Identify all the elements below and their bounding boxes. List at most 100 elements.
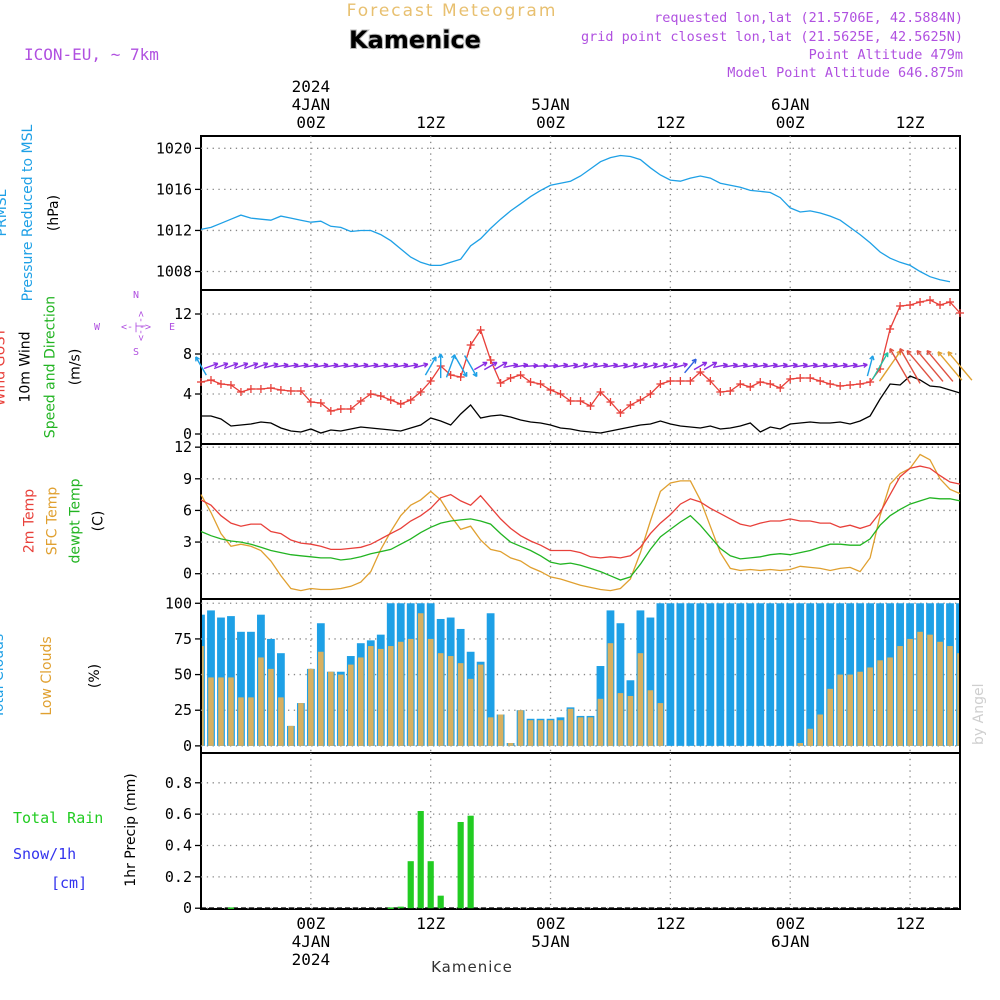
low-cloud-bar [537, 720, 544, 746]
wind-arrow-shaft [852, 364, 868, 368]
clouds-ytick-label: 50 [174, 666, 192, 684]
wind-axis-label: 10m Wind [18, 331, 34, 402]
wind-arrow-shaft [563, 364, 578, 368]
precip-ytick-label: 0.4 [165, 837, 192, 855]
wind-arrow-shaft [613, 364, 628, 368]
gust-marker [656, 380, 665, 388]
wind-direction-arrow [213, 362, 229, 370]
wind-arrow-head [254, 363, 259, 368]
precip-axis-label: 1hr Precip (mm) [123, 773, 139, 886]
point-altitude: Point Altitude 479m [809, 47, 963, 63]
requested-coords: requested lon,lat (21.5706E, 42.5884N) [654, 10, 963, 26]
total-cloud-bar [816, 603, 825, 746]
wind-arrow-shaft [424, 356, 437, 376]
gust-marker [536, 380, 545, 388]
compass-north: N [133, 290, 139, 301]
temperature-ytick-label: 6 [183, 501, 192, 519]
gust-marker [396, 400, 405, 408]
precip-ytick-label: 0 [183, 899, 192, 917]
total-cloud-bar [726, 603, 735, 746]
wind-arrow-shaft [926, 350, 954, 382]
total-cloud-bar [696, 603, 705, 746]
wind-arrow-shaft [871, 352, 889, 380]
low-cloud-bar [607, 643, 614, 746]
low-cloud-bar [647, 690, 654, 746]
low-cloud-bar [407, 638, 414, 746]
total-cloud-bar [746, 603, 755, 746]
wind-arrow-shaft [643, 363, 658, 369]
time-label-bottom: 12Z [416, 914, 445, 933]
rain-bar [227, 907, 235, 909]
low-cloud-bar [298, 703, 304, 746]
gust-marker [936, 301, 945, 309]
pressure-ytick-label: 1020 [156, 139, 192, 157]
gust-marker [376, 392, 385, 400]
low-cloud-bar [547, 720, 554, 746]
total-cloud-bar [656, 603, 665, 746]
low-cloud-bar [357, 657, 364, 746]
wind-arrow-head [663, 363, 668, 368]
low-cloud-bar [437, 653, 444, 746]
time-label-top: 00Z [776, 113, 805, 132]
wind-direction-arrow [947, 351, 973, 381]
pressure-axis-label: Pressure Reduced to MSL [20, 124, 36, 301]
wind-arrow-shaft [603, 364, 618, 368]
gust-marker [476, 326, 485, 334]
wind-arrow-shaft [673, 363, 688, 369]
wind-arrow-shaft [633, 363, 648, 369]
low-cloud-bar [937, 641, 943, 746]
wind-arrow-shaft [732, 364, 748, 368]
gust-marker [956, 309, 964, 317]
low-cloud-bar [847, 674, 853, 746]
wind-arrow-head [583, 363, 589, 368]
panel-labels: PRMSL Pressure Reduced to MSL (hPa) Wind GU… [0, 124, 139, 892]
gust-marker [266, 384, 275, 392]
wind-arrow-shaft [782, 364, 798, 368]
gust-marker [286, 387, 295, 395]
temperature-ytick-label: 0 [183, 565, 192, 583]
low-cloud-bar [887, 657, 893, 746]
total-cloud-bar [247, 631, 255, 746]
pressure-axis-label: (hPa) [46, 195, 62, 231]
wind-arrow-shaft [802, 364, 818, 368]
low-cloud-bar [328, 671, 334, 746]
wind-arrow-head [713, 362, 718, 367]
total-cloud-bar [716, 603, 725, 746]
wind-direction-arrow [926, 349, 954, 382]
pressure-line [200, 154, 951, 283]
gust-marker [276, 386, 285, 394]
wind-line [201, 375, 961, 434]
wind-axis-label: Speed and Direction [43, 296, 59, 438]
gust-marker [226, 381, 235, 389]
low-cloud-bar [827, 688, 833, 746]
low-cloud-bar [417, 613, 424, 746]
wind-direction-arrow [473, 361, 488, 371]
wind-arrow-shaft [653, 363, 668, 369]
wind-direction-arrow [653, 362, 668, 369]
low-cloud-bar [857, 671, 863, 746]
wind-arrow-shaft [899, 348, 921, 384]
gust-marker [826, 380, 835, 388]
wind-arrow-shaft [878, 350, 902, 382]
wind-arrow-head [643, 363, 648, 368]
low-cloud-bar [657, 703, 664, 746]
time-label-bottom: 12Z [896, 914, 925, 933]
time-label-bottom: 2024 [292, 950, 331, 969]
time-label-top: 5JAN [531, 95, 570, 114]
gust-marker [906, 301, 915, 309]
low-cloud-bar [907, 638, 913, 746]
plot-layer: 100810121016102004812036912025507510000.… [156, 77, 973, 969]
temperature-ytick-label: 12 [174, 438, 192, 456]
gust-marker [926, 296, 935, 304]
temp-2m-line [200, 465, 961, 559]
temp-axis-label: 2m Temp [22, 489, 38, 553]
wind-ytick-label: 4 [183, 385, 192, 403]
gust-marker [486, 356, 495, 364]
wind-arrow-head [653, 363, 658, 368]
gust-marker [516, 371, 525, 379]
low-cloud-bar [587, 717, 594, 746]
wind-arrow-head [899, 347, 905, 352]
gust-marker [616, 409, 625, 417]
low-cloud-bar [807, 728, 813, 746]
low-cloud-bar [228, 677, 234, 746]
